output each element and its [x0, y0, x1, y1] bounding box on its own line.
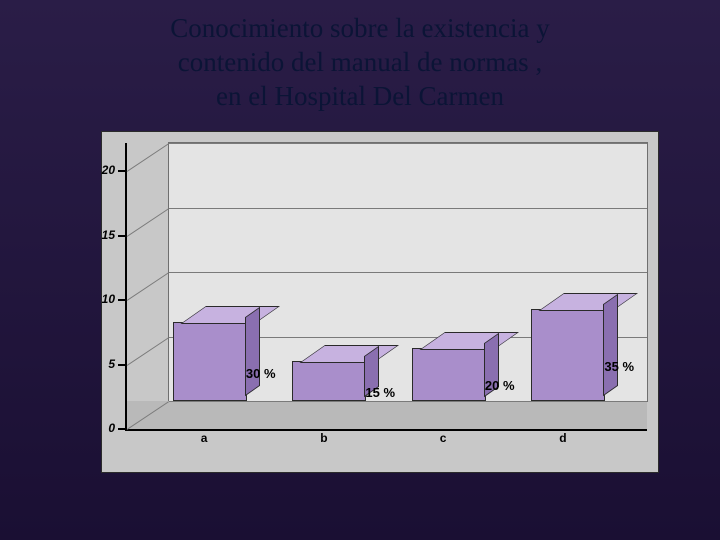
bar-side: [245, 306, 260, 396]
bar-top: [181, 306, 280, 324]
title-line-3: en el Hospital Del Carmen: [216, 81, 504, 111]
gridline-perspective: [127, 272, 170, 301]
y-tick: [118, 235, 126, 237]
title-line-2: contenido del manual de normas ,: [178, 47, 542, 77]
floor-edge-back: [169, 401, 647, 402]
gridline-perspective: [127, 337, 170, 366]
gridline: [169, 272, 647, 273]
bar-data-label: 30 %: [225, 366, 297, 381]
bar-front: [531, 309, 605, 401]
bar-data-label: 15 %: [344, 385, 416, 400]
y-axis-label: 0: [85, 421, 115, 435]
y-tick: [118, 364, 126, 366]
gridline-perspective: [127, 143, 170, 172]
y-axis-label: 15: [85, 228, 115, 242]
chart-floor: [127, 401, 647, 429]
chart-plot-area: 30 %15 %20 %35 %: [125, 143, 647, 431]
x-axis-label: c: [440, 431, 447, 445]
bar-top: [420, 332, 519, 350]
chart-container: 30 % 15 % 20 % 35 % 0 5 10 15 20 a b c d: [63, 131, 657, 491]
x-axis-label: a: [201, 431, 208, 445]
x-axis-label: d: [559, 431, 566, 445]
bar-data-label: 20 %: [464, 378, 536, 393]
bar-top: [539, 293, 638, 311]
bar: [173, 300, 269, 401]
y-axis-label: 20: [85, 163, 115, 177]
y-tick: [118, 299, 126, 301]
gridline-perspective: [127, 208, 170, 237]
y-axis-label: 10: [85, 292, 115, 306]
gridline: [169, 143, 647, 144]
gridline: [169, 208, 647, 209]
page-title: Conocimiento sobre la existencia y conte…: [80, 12, 640, 113]
bar: [531, 287, 627, 401]
y-tick: [118, 428, 126, 430]
bar-top: [300, 345, 399, 363]
x-axis-label: b: [320, 431, 327, 445]
y-tick: [118, 170, 126, 172]
bar-data-label: 35 %: [583, 359, 655, 374]
bar-front: [173, 322, 247, 401]
bar-side: [603, 294, 618, 397]
y-axis-label: 5: [85, 357, 115, 371]
title-line-1: Conocimiento sobre la existencia y: [170, 13, 549, 43]
